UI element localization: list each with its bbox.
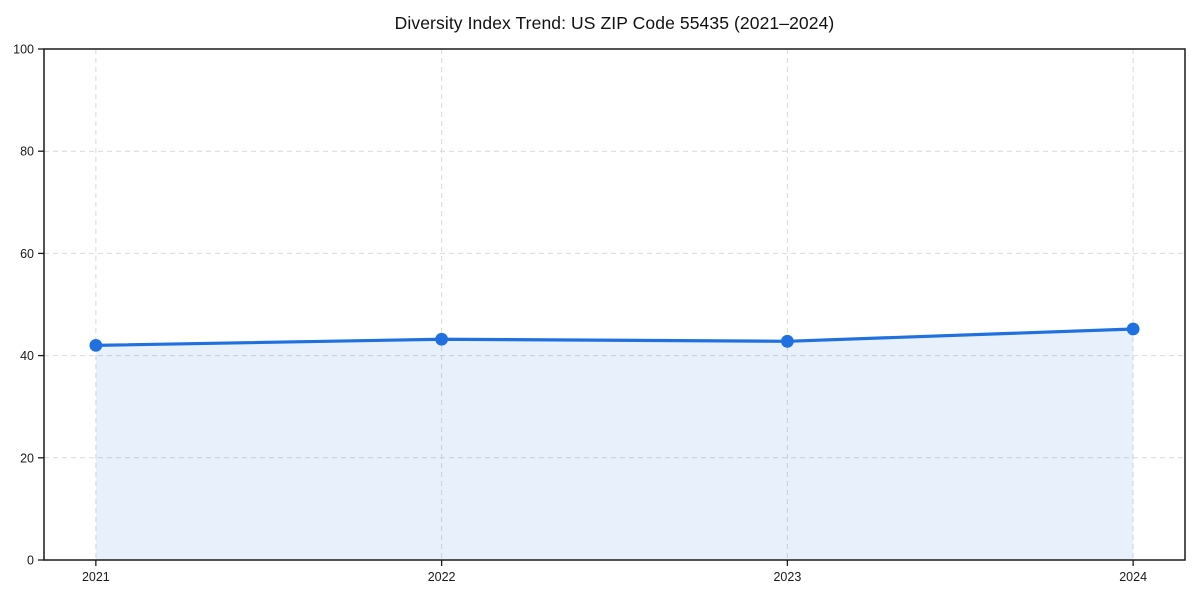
x-tick-label: 2022: [428, 570, 456, 584]
data-point-2022: [435, 332, 449, 346]
x-tick-label: 2021: [82, 570, 110, 584]
plot-border: [43, 48, 1186, 561]
series-line: [94, 327, 1135, 347]
y-tick-label: 40: [20, 349, 34, 363]
y-tick-label: 60: [20, 247, 34, 261]
chart-title: Diversity Index Trend: US ZIP Code 55435…: [394, 13, 835, 33]
x-tick-label: 2023: [773, 570, 801, 584]
data-point-2023: [780, 334, 794, 348]
area-fill: [95, 329, 1134, 560]
y-tick-label: 100: [13, 43, 34, 57]
y-tick-label: 0: [27, 554, 34, 568]
data-point-2024: [1126, 322, 1140, 336]
data-point-2021: [89, 338, 103, 352]
y-tick-label: 20: [20, 451, 34, 465]
y-tick-label: 80: [20, 145, 34, 159]
x-tick-label: 2024: [1119, 570, 1147, 584]
